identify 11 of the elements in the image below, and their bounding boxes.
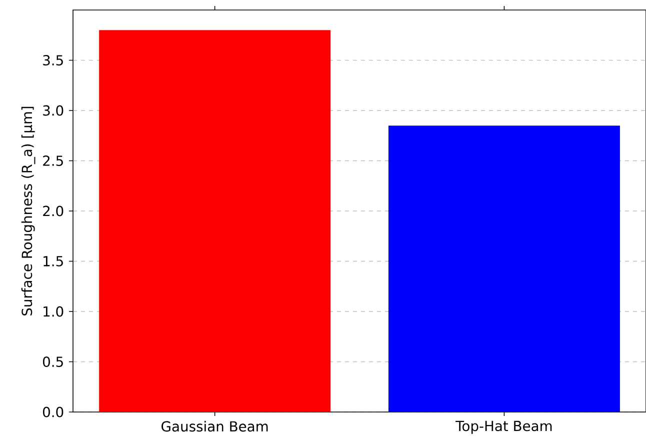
y-tick-label: 2.0 bbox=[43, 206, 64, 216]
y-tick-label: 3.5 bbox=[43, 55, 63, 66]
y-tick-label: 1.0 bbox=[44, 306, 64, 317]
x-tick-label: Gaussian Beam bbox=[162, 420, 268, 432]
y-tick-label: 0.5 bbox=[42, 356, 63, 367]
y-tick-label: 1.5 bbox=[44, 256, 63, 266]
x-tick-label: Top-Hat Beam bbox=[456, 420, 552, 434]
y-tick-label: 2.5 bbox=[43, 156, 63, 166]
y-tick-label: 0.0 bbox=[42, 406, 64, 418]
y-tick-label: 3.0 bbox=[43, 105, 64, 116]
y-axis-title: Surface Roughness (R_a) [µm] bbox=[21, 106, 36, 316]
